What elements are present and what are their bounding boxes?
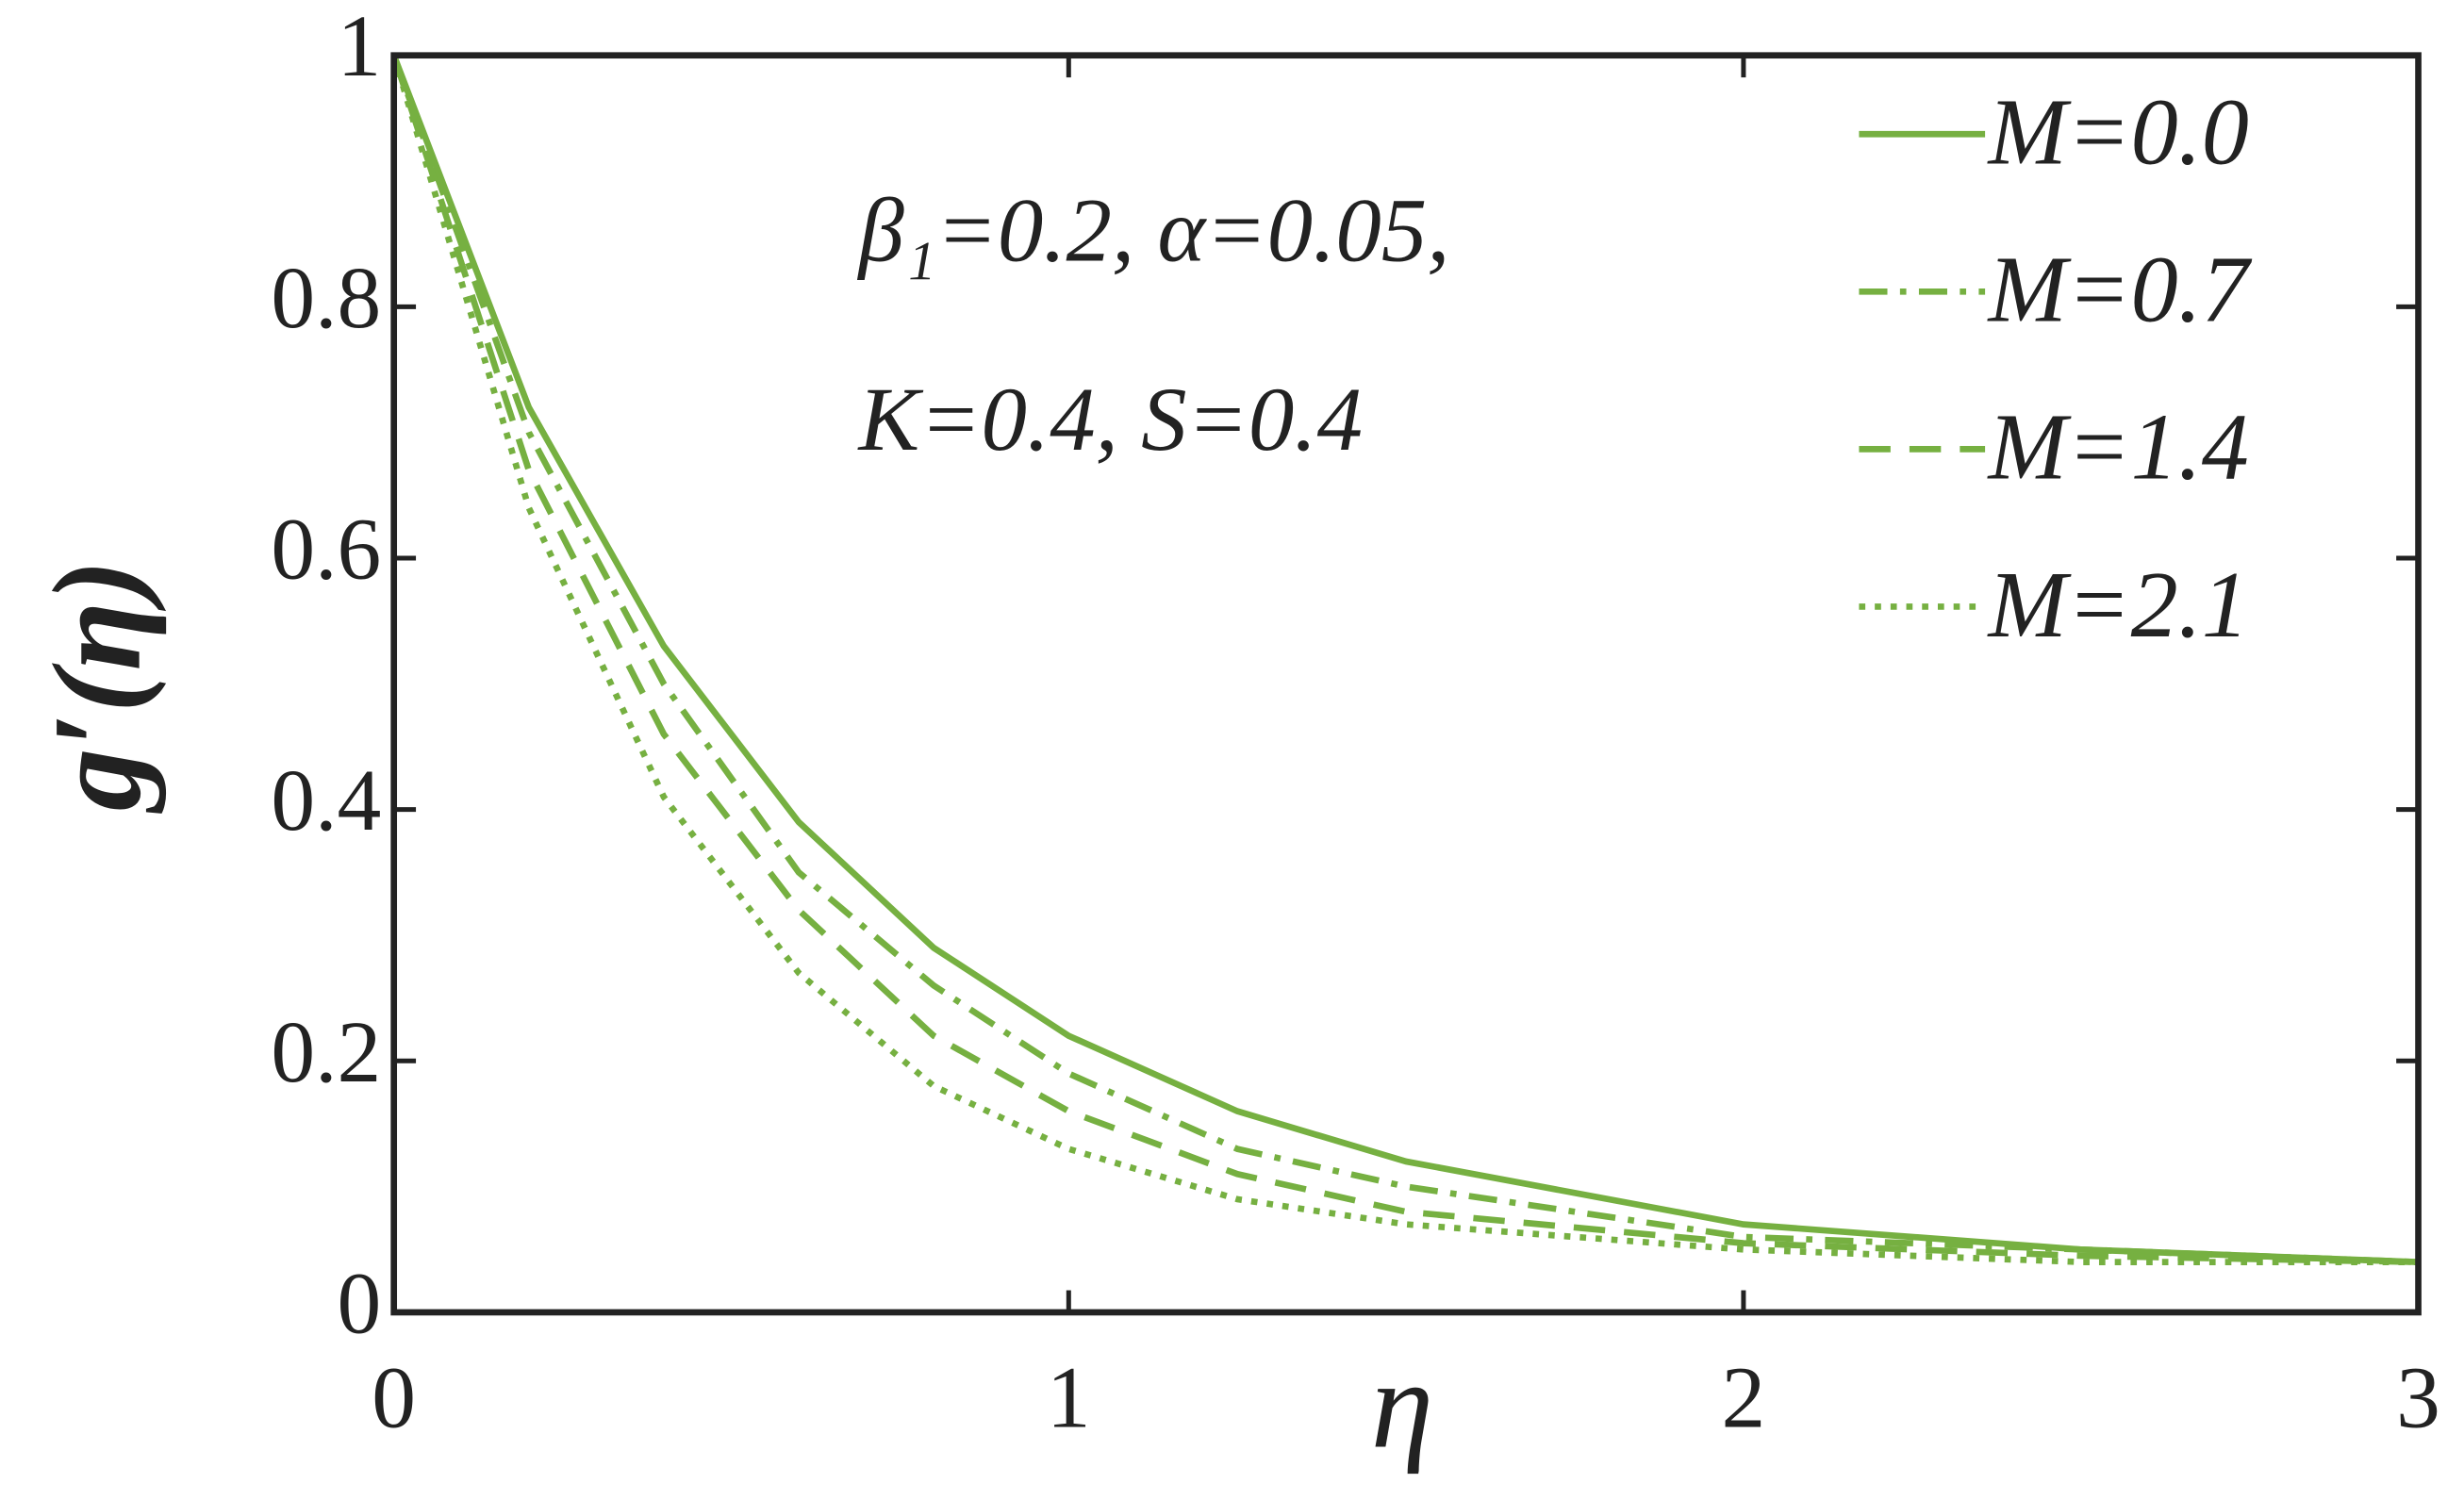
plot-frame	[390, 52, 2422, 1316]
annotation: β₁=0.2, α=0.05,	[857, 179, 1450, 280]
y-tick-label: 0.8	[271, 250, 381, 347]
annotation: K=0.4, S=0.4	[857, 369, 1364, 470]
x-tick-label: 1	[1047, 1350, 1091, 1447]
x-axis-label: η	[1371, 1335, 1433, 1475]
x-tick-label: 3	[2396, 1350, 2440, 1447]
y-tick-label: 0.2	[271, 1004, 381, 1101]
y-tick-label: 1	[338, 0, 382, 95]
x-tick-label: 2	[1722, 1350, 1766, 1447]
legend-label: M=0.7	[1986, 238, 2252, 342]
y-axis-label: g′(η)	[27, 560, 167, 815]
legend-label: M=1.4	[1986, 395, 2248, 500]
x-tick-label: 0	[372, 1350, 416, 1447]
legend-label: M=2.1	[1986, 552, 2248, 657]
y-tick-label: 0	[338, 1255, 382, 1352]
series-line	[390, 54, 2419, 1265]
y-tick-label: 0.6	[271, 501, 381, 598]
series-line	[390, 54, 2419, 1265]
legend-label: M=0.0	[1986, 80, 2248, 185]
y-tick-label: 0.4	[271, 752, 381, 849]
